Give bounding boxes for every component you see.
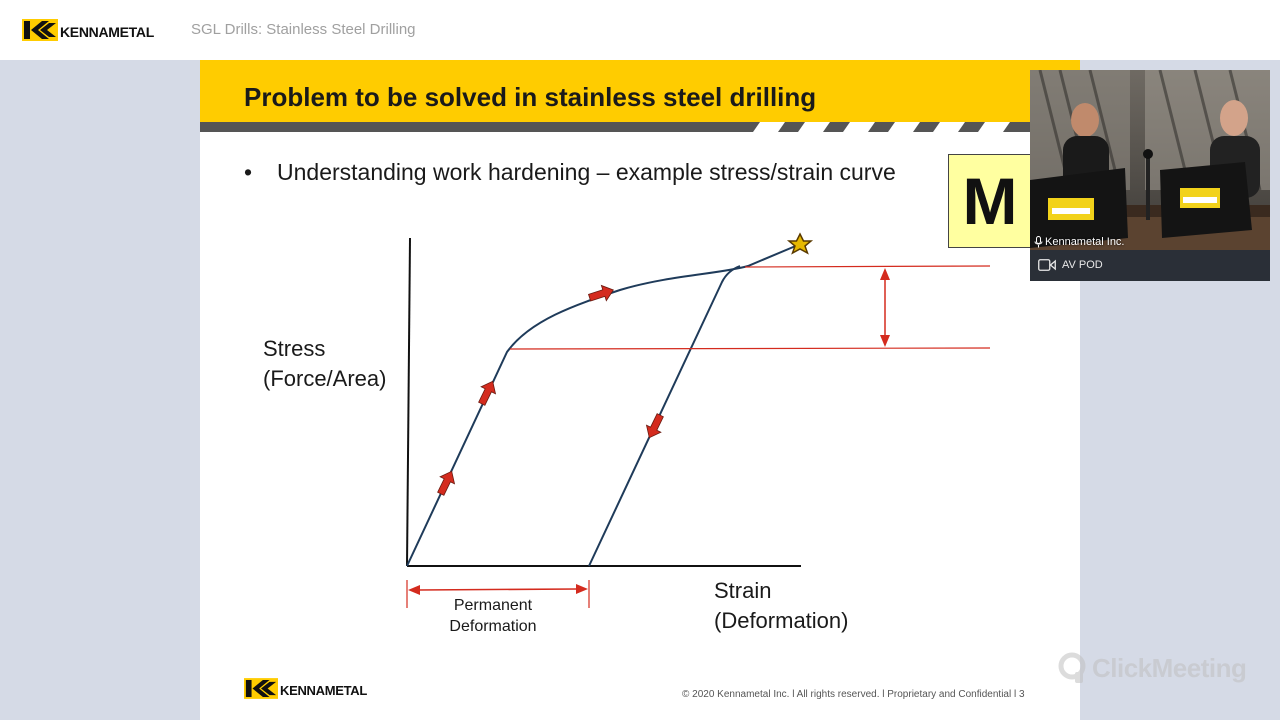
video-controls: AV POD	[1030, 250, 1270, 281]
video-feed[interactable]	[1030, 70, 1270, 250]
bullet-point: • Understanding work hardening – example …	[244, 159, 896, 186]
upper-yield-line	[744, 265, 991, 268]
fracture-star-icon	[786, 232, 814, 255]
clickmeeting-logo-icon	[1058, 652, 1086, 683]
loading-arrow-icon	[588, 284, 614, 302]
unloading-line	[588, 265, 741, 567]
video-panel[interactable]: Kennametal Inc. AV POD	[1030, 70, 1270, 281]
slide-title: Problem to be solved in stainless steel …	[244, 82, 817, 112]
material-m-badge: M	[948, 154, 1032, 248]
loading-curve	[406, 244, 799, 567]
camera-icon[interactable]	[1038, 259, 1056, 271]
footer-logo: KENNAMETAL	[244, 678, 367, 699]
kennametal-k-icon	[22, 19, 58, 41]
bullet-dot: •	[244, 159, 253, 185]
x-axis-label-line1: Strain	[714, 578, 772, 603]
lower-yield-line	[509, 347, 991, 350]
brand-name: KENNAMETAL	[60, 24, 154, 40]
bullet-text: Understanding work hardening – example s…	[277, 159, 896, 185]
unloading-arrow-icon	[645, 413, 664, 439]
permanent-deformation-label: Permanent Deformation	[430, 595, 556, 637]
y-axis-label-line2: (Force/Area)	[263, 366, 387, 391]
permanent-label-line2: Deformation	[449, 618, 537, 635]
session-title: SGL Drills: Stainless Steel Drilling	[191, 21, 416, 38]
loading-arrow-icon	[478, 380, 497, 406]
y-axis	[406, 237, 411, 567]
loading-arrow-icon	[437, 470, 456, 496]
slide-header	[200, 60, 1080, 124]
y-axis-label: Stress (Force/Area)	[263, 334, 386, 394]
clickmeeting-watermark: ClickMeeting	[1058, 652, 1247, 684]
stress-strain-diagram	[406, 232, 991, 608]
hardening-double-arrow-icon	[880, 268, 890, 347]
copyright-text: © 2020 Kennametal Inc. l All rights rese…	[682, 689, 1025, 700]
presentation-slide: Problem to be solved in stainless steel …	[200, 60, 1080, 720]
kennametal-logo: KENNAMETAL	[22, 18, 154, 42]
participant-name-text: Kennametal Inc.	[1045, 236, 1125, 248]
footer-brand-name: KENNAMETAL	[280, 682, 368, 698]
x-axis-label-line2: (Deformation)	[714, 608, 849, 633]
kennametal-k-icon	[244, 678, 278, 699]
permanent-deformation-arrow-icon	[406, 580, 590, 608]
microphone-icon	[1034, 236, 1043, 248]
av-pod-label: AV POD	[1062, 259, 1103, 271]
watermark-text: ClickMeeting	[1092, 652, 1247, 683]
permanent-label-line1: Permanent	[453, 597, 533, 614]
x-axis-label: Strain (Deformation)	[714, 576, 848, 636]
top-bar: KENNAMETAL SGL Drills: Stainless Steel D…	[0, 0, 1280, 60]
header-stripe	[200, 122, 1080, 132]
participant-name: Kennametal Inc.	[1034, 236, 1125, 248]
y-axis-label-line1: Stress	[263, 336, 326, 361]
